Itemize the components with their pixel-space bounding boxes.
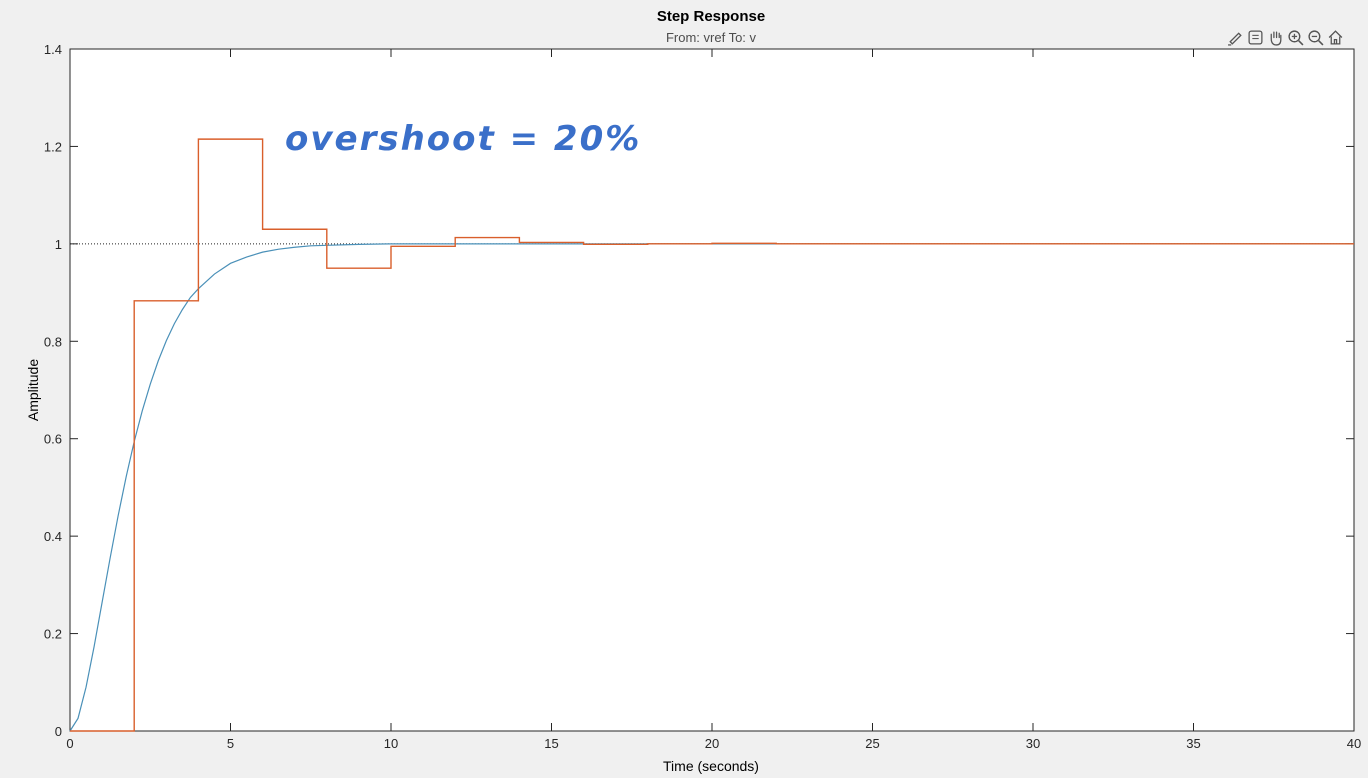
discrete-response-stairs xyxy=(70,138,1354,732)
zoom-out-icon[interactable] xyxy=(1306,28,1324,46)
overshoot-annotation: overshoot = 20% xyxy=(285,119,641,159)
y-tick-label: 1.4 xyxy=(44,42,62,57)
y-tick-label: 0.6 xyxy=(44,432,62,447)
zoom-in-icon[interactable] xyxy=(1286,28,1304,46)
x-tick-label: 5 xyxy=(227,736,234,751)
x-axis-label: Time (seconds) xyxy=(663,758,759,774)
y-tick-label: 0 xyxy=(55,724,62,739)
plot-area xyxy=(69,48,1355,732)
y-tick-label: 0.8 xyxy=(44,334,62,349)
chart-subtitle: From: vref To: v xyxy=(666,30,757,45)
x-tick-label: 30 xyxy=(1026,736,1040,751)
data-tips-icon[interactable] xyxy=(1246,28,1264,46)
y-tick-label: 0.2 xyxy=(44,627,62,642)
y-axis-label: Amplitude xyxy=(25,359,41,421)
x-tick-label: 40 xyxy=(1347,736,1361,751)
axes-toolbar xyxy=(1226,26,1344,48)
x-tick-label: 25 xyxy=(865,736,879,751)
x-tick-label: 15 xyxy=(544,736,558,751)
y-tick-label: 1 xyxy=(55,237,62,252)
y-tick-label: 1.2 xyxy=(44,139,62,154)
continuous-response-line xyxy=(69,243,1354,732)
y-tick-label: 0.4 xyxy=(44,529,62,544)
pan-hand-icon[interactable] xyxy=(1266,28,1284,46)
brush-icon[interactable] xyxy=(1226,28,1244,46)
axis-ticks: 0 5 10 15 20 25 30 35 40 0 0.2 0.4 0.6 0.8 1 1.2 1.4 xyxy=(44,42,1361,751)
x-tick-label: 35 xyxy=(1186,736,1200,751)
x-tick-label: 0 xyxy=(66,736,73,751)
chart-title: Step Response xyxy=(657,8,765,25)
x-tick-label: 20 xyxy=(705,736,719,751)
x-tick-label: 10 xyxy=(384,736,398,751)
home-icon[interactable] xyxy=(1326,28,1344,46)
